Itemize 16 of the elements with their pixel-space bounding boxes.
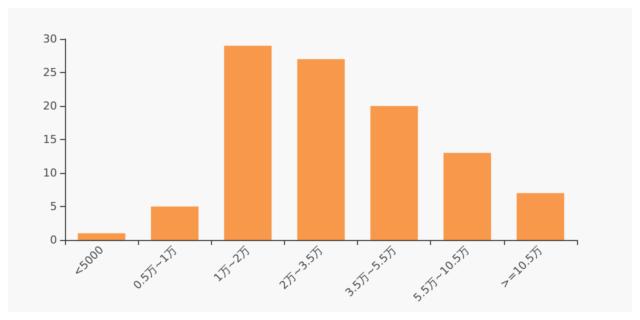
bar: [370, 106, 418, 240]
bar: [516, 193, 564, 240]
y-tick-label: 30: [43, 32, 57, 46]
y-tick-label: 0: [50, 234, 57, 246]
y-tick-label: 25: [43, 66, 57, 79]
bar: [224, 46, 272, 240]
x-tick-label: 0.5万~1万: [130, 243, 180, 292]
y-tick-label: 10: [43, 166, 57, 180]
y-tick-label: 15: [43, 133, 57, 146]
bar: [297, 59, 345, 240]
y-tick-label: 5: [50, 200, 57, 213]
bar: [150, 206, 198, 240]
bar: [78, 233, 126, 240]
y-tick-label: 20: [43, 100, 57, 112]
bar: [444, 152, 492, 240]
x-tick-label: 1万~2万: [211, 243, 252, 285]
